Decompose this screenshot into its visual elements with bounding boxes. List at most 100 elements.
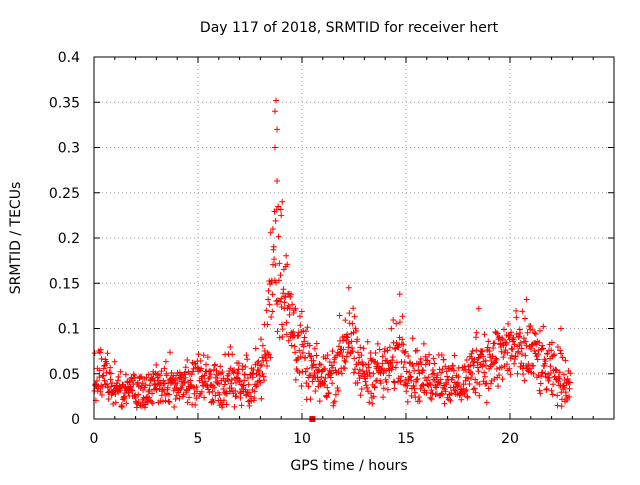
data-point <box>389 357 396 364</box>
data-point <box>177 372 184 379</box>
data-point <box>480 353 487 360</box>
data-point <box>149 390 156 397</box>
data-point <box>474 379 481 386</box>
data-point <box>479 363 486 370</box>
data-point-peak <box>273 97 279 104</box>
data-point <box>277 206 284 213</box>
data-point <box>430 355 437 362</box>
data-point <box>335 343 342 350</box>
data-point <box>283 252 290 259</box>
data-point <box>162 397 169 404</box>
data-point-peak <box>278 212 285 219</box>
x-tick-label: 10 <box>293 431 311 447</box>
data-point <box>166 398 173 405</box>
data-point <box>388 366 395 373</box>
data-point <box>256 368 263 375</box>
data-point <box>252 345 259 352</box>
data-point <box>370 393 377 400</box>
data-point <box>309 378 316 385</box>
data-point-peak <box>475 305 482 312</box>
data-point <box>225 377 232 384</box>
data-point <box>503 339 510 346</box>
data-point <box>508 329 515 336</box>
data-point <box>485 385 492 392</box>
data-point <box>148 374 155 381</box>
data-point <box>524 329 531 336</box>
data-point <box>283 331 290 338</box>
data-point <box>429 367 436 373</box>
data-point <box>194 388 201 395</box>
data-point <box>391 379 398 386</box>
data-point <box>553 367 560 374</box>
data-point <box>292 305 299 312</box>
data-point <box>411 367 418 374</box>
data-point <box>358 352 365 359</box>
data-point <box>403 388 410 395</box>
data-point <box>245 398 252 405</box>
data-point <box>324 352 331 359</box>
data-point <box>539 369 546 376</box>
data-point <box>336 312 343 319</box>
data-point <box>207 367 214 374</box>
x-axis-tick-labels: 0 5 10 15 20 <box>90 431 519 447</box>
data-point <box>414 347 421 354</box>
data-point <box>493 356 500 363</box>
data-point <box>548 347 555 354</box>
data-point <box>372 349 379 356</box>
data-point-peak <box>271 144 278 151</box>
data-point <box>342 358 349 365</box>
data-point <box>551 351 558 358</box>
data-point <box>280 286 287 293</box>
data-point <box>517 339 524 346</box>
data-point <box>340 337 347 344</box>
data-point <box>331 398 338 405</box>
data-point <box>102 381 109 388</box>
data-point <box>303 380 310 387</box>
data-point <box>104 380 111 387</box>
data-point <box>248 398 255 405</box>
data-point <box>416 370 423 377</box>
data-point <box>182 374 189 381</box>
data-point <box>283 319 290 326</box>
data-point <box>521 315 528 322</box>
data-point <box>495 333 502 340</box>
data-point <box>473 347 480 354</box>
data-point <box>433 384 440 391</box>
data-point <box>234 369 241 376</box>
data-point <box>142 381 149 388</box>
data-point <box>338 370 345 377</box>
data-point <box>510 336 517 343</box>
data-point <box>275 203 282 210</box>
data-point <box>127 384 134 391</box>
data-point <box>313 352 320 359</box>
data-point <box>263 357 270 364</box>
data-point <box>543 385 550 392</box>
data-point <box>257 379 264 386</box>
data-point <box>365 364 372 371</box>
data-point <box>227 343 234 350</box>
data-point <box>211 361 218 368</box>
data-point <box>284 261 291 268</box>
data-point <box>539 342 546 349</box>
data-point <box>241 377 248 384</box>
data-point <box>111 358 118 365</box>
data-point <box>146 394 153 401</box>
data-point <box>471 356 478 363</box>
data-point <box>483 399 490 406</box>
data-point <box>462 388 469 395</box>
data-point <box>276 260 283 267</box>
data-point <box>535 347 542 354</box>
data-point <box>532 330 539 337</box>
data-point <box>467 362 474 369</box>
data-point <box>471 385 478 392</box>
data-point <box>296 313 303 320</box>
data-point <box>246 389 253 396</box>
data-point <box>515 348 522 355</box>
data-point <box>401 349 408 356</box>
y-tick-label: 0.4 <box>58 50 80 66</box>
data-point <box>341 357 348 364</box>
data-point <box>428 387 435 394</box>
data-point <box>501 326 508 333</box>
data-point <box>210 366 217 373</box>
data-point <box>386 344 393 351</box>
